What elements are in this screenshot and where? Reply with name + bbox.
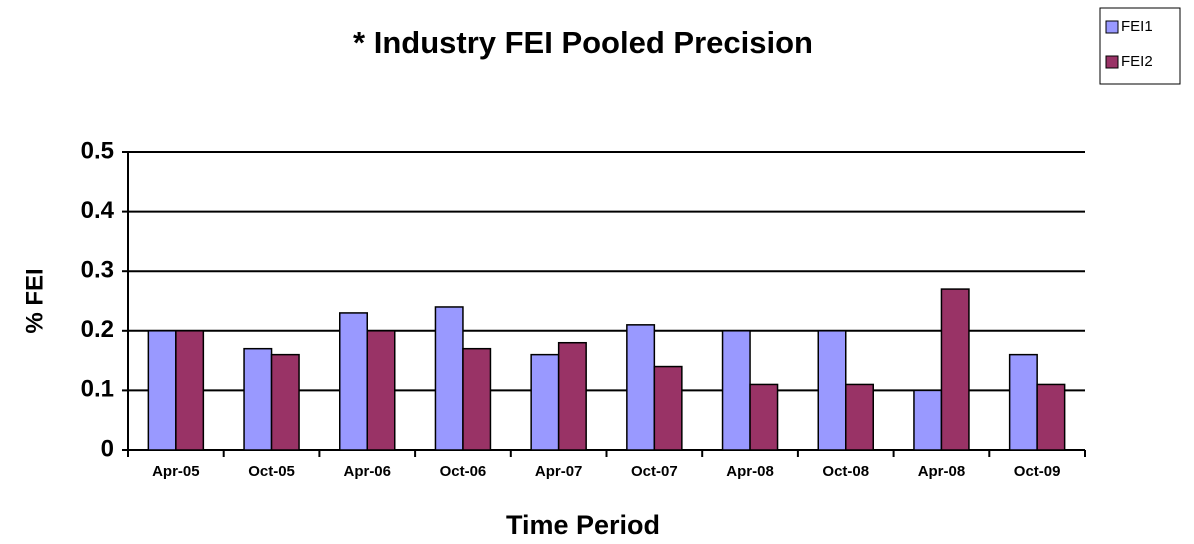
bar (339, 312, 368, 451)
y-tick-label: 0.2 (81, 316, 114, 343)
bar (653, 365, 683, 451)
x-tick-label: Apr-08 (726, 463, 774, 480)
y-tick-label: 0 (101, 435, 114, 462)
bar (270, 353, 300, 451)
bar (175, 330, 205, 451)
y-axis-label: % FEI (21, 268, 48, 333)
legend-label: FEI2 (1121, 53, 1153, 70)
x-tick-label: Apr-07 (535, 463, 583, 480)
y-tick-label: 0.1 (81, 376, 114, 403)
bar (462, 347, 492, 451)
bar (366, 330, 396, 451)
x-tick-label: Apr-08 (918, 463, 966, 480)
bar (530, 353, 560, 451)
y-tick-label: 0.4 (81, 197, 115, 224)
legend-label: FEI1 (1121, 18, 1153, 35)
x-tick-label: Oct-08 (822, 463, 869, 480)
bar (434, 306, 464, 451)
bar (557, 341, 587, 451)
y-tick-label: 0.5 (81, 137, 114, 164)
bar (147, 330, 177, 451)
bar (1008, 353, 1038, 451)
bar (1036, 383, 1066, 451)
x-tick-label: Oct-05 (248, 463, 295, 480)
bar (845, 383, 874, 451)
bar (817, 330, 847, 451)
bar (721, 330, 751, 451)
x-tick-label: Oct-07 (631, 463, 678, 480)
bar (243, 347, 273, 451)
y-tick-label: 0.3 (81, 257, 114, 284)
bar (913, 389, 943, 451)
chart-title: * Industry FEI Pooled Precision (353, 25, 813, 60)
x-tick-label: Apr-05 (152, 463, 200, 480)
legend-swatch (1105, 55, 1119, 69)
legend-swatch (1105, 20, 1119, 34)
bar (940, 288, 970, 451)
x-axis-label: Time Period (506, 510, 660, 540)
bar (749, 383, 779, 451)
x-tick-label: Apr-06 (343, 463, 391, 480)
bar (626, 324, 656, 451)
x-tick-label: Oct-09 (1014, 463, 1061, 480)
x-tick-label: Oct-06 (440, 463, 487, 480)
